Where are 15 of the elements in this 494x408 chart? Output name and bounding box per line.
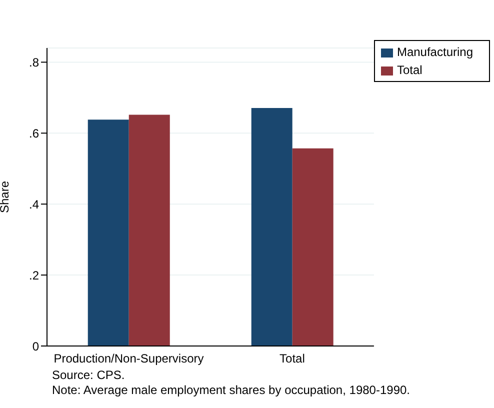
bar: [88, 120, 129, 346]
source-note: Source: CPS.: [52, 368, 126, 383]
bar: [128, 114, 170, 346]
bar: [251, 108, 292, 346]
bar: [292, 148, 334, 346]
legend-label: Total: [396, 63, 422, 77]
y-tick-label: .6: [28, 126, 40, 140]
y-tick-label: 0: [32, 339, 40, 354]
y-tick-label: .8: [28, 55, 40, 70]
y-tick-label: .2: [28, 268, 40, 282]
x-tick-label: Production/Non-Supervisory: [54, 352, 204, 366]
y-tick-label: .4: [28, 197, 40, 212]
text: Note: Average male employment shares by occupation, 1980-1990.: [52, 383, 411, 398]
legend-label: Manufacturing: [396, 45, 473, 59]
y-axis-title: Share: [0, 180, 12, 214]
